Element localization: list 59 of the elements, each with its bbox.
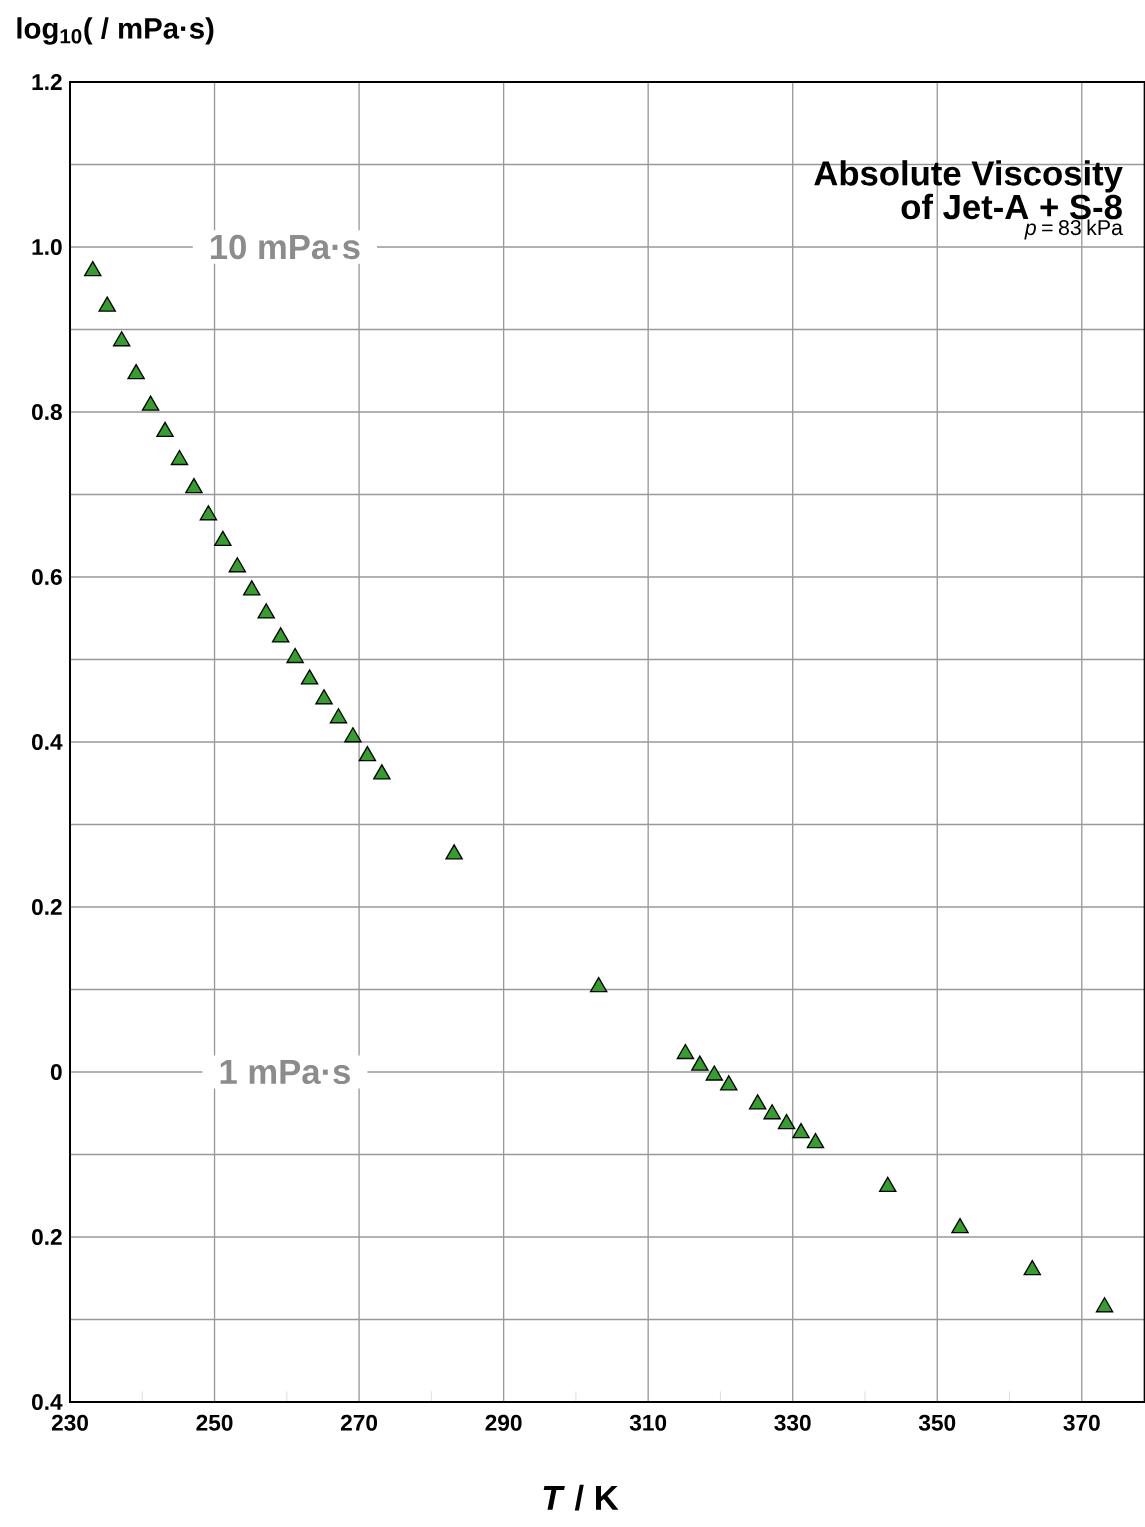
point — [1023, 1259, 1042, 1276]
point — [748, 1094, 767, 1110]
y-tick-label: 0.2 — [32, 898, 62, 916]
point — [243, 580, 261, 596]
point — [777, 1113, 796, 1130]
point — [344, 727, 362, 743]
text: p = 83 kPa — [1024, 219, 1123, 240]
y-tick-label: 0.8 — [32, 403, 62, 421]
point — [1095, 1297, 1114, 1313]
x-tick-label: 370 — [1063, 1414, 1100, 1431]
text: Absolute Viscosity of Jet-A + S-8 — [814, 160, 1123, 220]
point — [271, 627, 290, 643]
x-axis-title: T / K — [543, 1484, 619, 1511]
point — [719, 1075, 738, 1091]
point — [329, 708, 348, 724]
point — [806, 1132, 825, 1149]
x-tick-label: 230 — [51, 1414, 88, 1431]
x-tick-label: 250 — [196, 1414, 233, 1431]
point — [705, 1065, 724, 1081]
point — [228, 557, 247, 573]
point — [127, 364, 145, 380]
point — [300, 669, 319, 685]
point — [170, 449, 189, 466]
point — [315, 689, 333, 705]
point — [792, 1123, 810, 1139]
x-tick-label: 350 — [918, 1414, 956, 1431]
point — [763, 1104, 781, 1120]
point — [589, 977, 608, 993]
x-tick-label: 310 — [629, 1414, 667, 1431]
x-tick-label: 330 — [774, 1414, 811, 1431]
annotation: 1 mPa·s — [220, 1059, 350, 1085]
point — [691, 1055, 709, 1071]
point — [676, 1043, 695, 1060]
point — [141, 395, 160, 411]
point — [951, 1217, 969, 1234]
point — [98, 296, 116, 312]
point — [445, 844, 463, 860]
point — [156, 421, 174, 438]
y-tick-label: 0.4 — [32, 1393, 63, 1411]
y-tick-label: 0.6 — [32, 568, 62, 586]
point — [214, 530, 232, 547]
x-tick-label: 270 — [340, 1414, 378, 1431]
point — [286, 647, 304, 664]
point — [199, 505, 218, 521]
point — [112, 331, 131, 347]
point — [84, 260, 102, 277]
y-tick-label: 1.0 — [32, 238, 62, 256]
y-tick-label: 1.2 — [32, 74, 62, 90]
y-tick-label: 0 — [50, 1063, 62, 1081]
point — [358, 746, 377, 762]
y-tick-label: 0.2 — [32, 1228, 62, 1246]
point — [878, 1176, 897, 1192]
annotation: 10 mPa·s — [210, 234, 360, 260]
point — [373, 764, 391, 780]
point — [257, 603, 275, 619]
x-tick-label: 290 — [485, 1414, 522, 1431]
y-axis-title: log$_{10}$( / mPa·s) — [17, 17, 214, 45]
point — [185, 477, 203, 494]
y-tick-label: 0.4 — [32, 733, 63, 751]
